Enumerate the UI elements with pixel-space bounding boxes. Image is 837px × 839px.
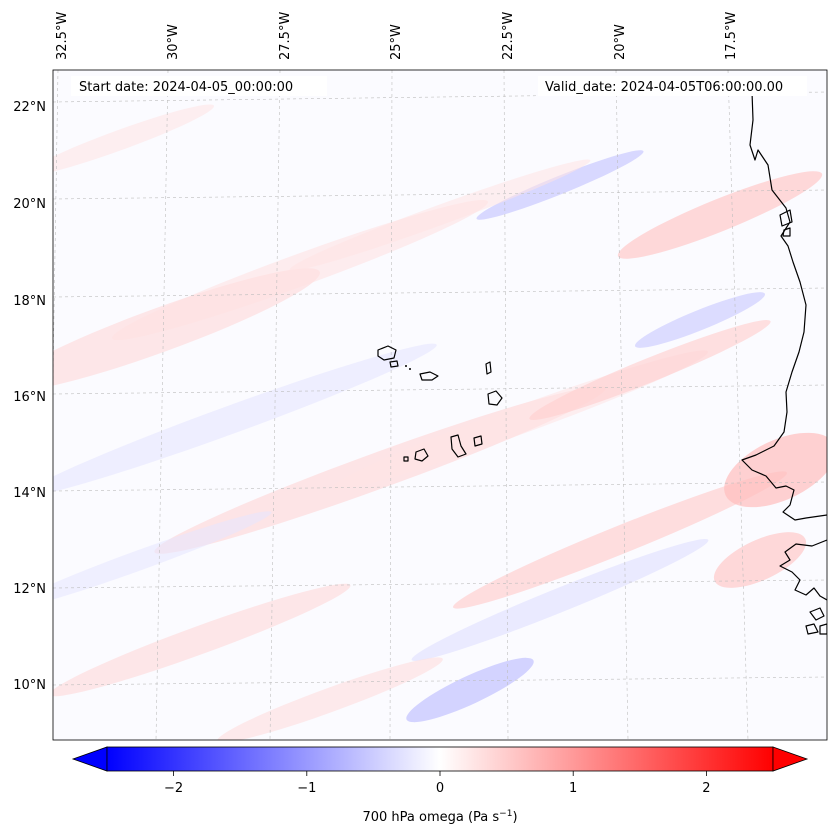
cape-verde-fogo xyxy=(414,448,429,462)
omega-field xyxy=(53,104,827,740)
latitude-labels: 22°N 20°N 18°N 16°N 14°N 12°N 10°N xyxy=(13,100,46,693)
lon-label-27-5w: 27.5°W xyxy=(278,12,293,60)
colorbar-tick-label: −1 xyxy=(297,781,316,796)
lat-label-18n: 18°N xyxy=(13,294,46,309)
colorbar-tick-label: 0 xyxy=(436,781,444,796)
cape-verde-santiago xyxy=(450,434,467,458)
lon-label-30w: 30°W xyxy=(166,24,181,60)
lon-label-20w: 20°W xyxy=(613,24,628,60)
africa-coastline-south xyxy=(779,539,827,601)
lon-label-25w: 25°W xyxy=(389,24,404,60)
cape-verde-sal xyxy=(485,361,492,375)
lon-label-17-5w: 17.5°W xyxy=(724,12,739,60)
cape-verde-boa-vista xyxy=(487,390,503,406)
africa-coastline xyxy=(741,91,827,521)
lat-label-20n: 20°N xyxy=(13,197,46,212)
cape-verde-maio xyxy=(473,435,483,447)
colorbar-extend-min xyxy=(71,746,108,772)
cape-verde-santo-antao xyxy=(377,345,397,361)
colorbar-tick-label: −2 xyxy=(164,781,183,796)
lat-label-22n: 22°N xyxy=(13,100,46,115)
map-panel: Start date: 2024-04-05_00:00:00 Valid_da… xyxy=(13,12,828,741)
start-date-label: Start date: 2024-04-05_00:00:00 xyxy=(79,80,293,95)
colorbar: −2 −1 0 1 2 700 hPa omega (Pa s−1) xyxy=(71,746,809,825)
lat-label-10n: 10°N xyxy=(13,678,46,693)
colorbar-tick-label: 2 xyxy=(702,781,710,796)
lat-label-14n: 14°N xyxy=(13,486,46,501)
cape-verde-sao-vicente xyxy=(389,360,399,368)
bissagos-islands xyxy=(805,607,827,635)
lon-label-32-5w: 32.5°W xyxy=(55,12,70,60)
coastlines xyxy=(377,91,827,635)
cape-verde-raso xyxy=(409,368,411,370)
graticule xyxy=(53,70,827,740)
lat-label-16n: 16°N xyxy=(13,390,46,405)
cape-verde-brava xyxy=(403,456,409,462)
cape-verde-santa-luzia xyxy=(405,365,407,367)
lat-label-12n: 12°N xyxy=(13,582,46,597)
map-background xyxy=(53,70,827,740)
map-frame xyxy=(52,69,828,741)
banc-arguin-islands xyxy=(779,209,793,237)
colorbar-label: 700 hPa omega (Pa s−1) xyxy=(362,809,517,825)
longitude-labels: 32.5°W 30°W 27.5°W 25°W 22.5°W 20°W 17.5… xyxy=(55,12,739,60)
valid-date-label: Valid_date: 2024-04-05T06:00:00.00 xyxy=(545,80,783,95)
colorbar-gradient xyxy=(106,746,774,772)
cape-verde-sao-nicolau xyxy=(419,371,439,381)
colorbar-extend-max xyxy=(772,746,809,772)
colorbar-tick-label: 1 xyxy=(569,781,577,796)
valid-date-box xyxy=(538,76,807,96)
lon-label-22-5w: 22.5°W xyxy=(501,12,516,60)
colorbar-ticks: −2 −1 0 1 2 xyxy=(164,771,711,796)
start-date-box xyxy=(71,76,327,96)
